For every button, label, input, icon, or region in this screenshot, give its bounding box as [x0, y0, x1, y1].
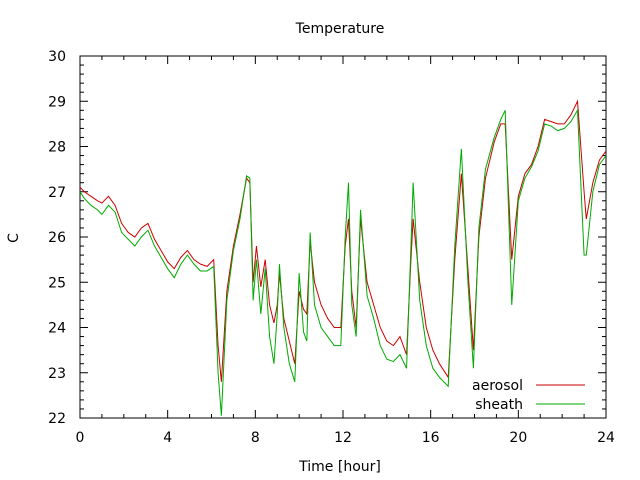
y-tick-label: 24: [48, 321, 66, 337]
y-tick-label: 23: [48, 366, 66, 382]
legend: aerosol sheath: [472, 378, 585, 413]
axis-ticks: [79, 55, 607, 419]
x-tick-label: 12: [334, 430, 352, 446]
series-lines: [79, 99, 607, 416]
axis-tick-labels: 0 4 8 12 16 20 24 22 23 24 25 26 27 28 29 30: [48, 49, 615, 446]
legend-label-sheath: sheath: [475, 397, 523, 413]
x-tick-label: 24: [597, 430, 615, 446]
x-tick-label: 20: [509, 430, 527, 446]
series-line-sheath: [79, 108, 607, 416]
y-tick-label: 28: [48, 140, 66, 156]
y-tick-label: 27: [48, 185, 66, 201]
x-tick-label: 0: [76, 430, 85, 446]
y-tick-label: 26: [48, 230, 66, 246]
x-axis-label: Time [hour]: [298, 459, 381, 475]
x-tick-label: 8: [251, 430, 260, 446]
plot-frame: [79, 55, 607, 419]
y-axis-label: C: [6, 233, 22, 243]
y-tick-label: 30: [48, 49, 66, 65]
series-line-aerosol: [79, 99, 607, 382]
x-tick-label: 4: [163, 430, 172, 446]
y-tick-label: 29: [48, 94, 66, 110]
y-tick-label: 22: [48, 411, 66, 427]
x-tick-label: 16: [422, 430, 440, 446]
legend-label-aerosol: aerosol: [472, 378, 523, 394]
chart-title: Temperature: [295, 21, 385, 37]
y-tick-label: 25: [48, 275, 66, 291]
